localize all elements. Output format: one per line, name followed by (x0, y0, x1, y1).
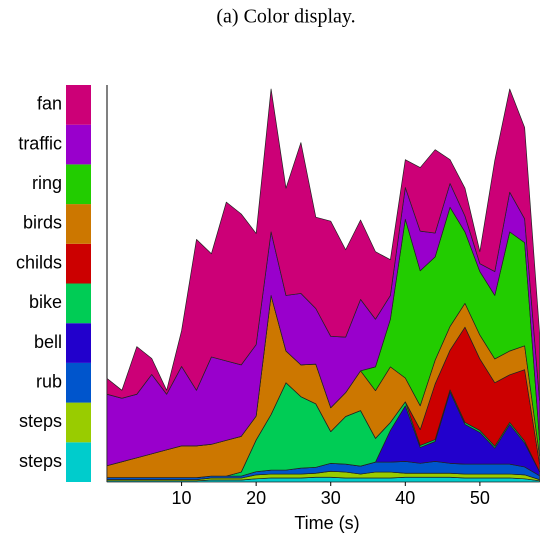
legend-label: bell (34, 332, 62, 352)
area (106, 88, 540, 401)
legend-swatch (66, 124, 91, 165)
legend-label: birds (23, 213, 62, 233)
x-tick-label: 20 (246, 488, 266, 508)
legend-label: steps (19, 411, 62, 431)
legend-swatch (66, 85, 91, 125)
x-tick-label: 10 (172, 488, 192, 508)
legend-swatch (66, 442, 91, 482)
legend-label: fan (37, 94, 62, 114)
x-tick-label: 40 (395, 488, 415, 508)
legend-label: bike (29, 292, 62, 312)
legend-label: traffic (18, 133, 62, 153)
legend-label: childs (16, 252, 62, 272)
x-tick-label: 30 (321, 488, 341, 508)
legend-label: rub (36, 372, 62, 392)
legend-swatch (66, 323, 91, 363)
legend-swatch (66, 243, 91, 284)
legend-label: ring (32, 173, 62, 193)
legend-swatch (66, 362, 91, 403)
x-tick-label: 50 (470, 488, 490, 508)
legend-label: steps (19, 451, 62, 471)
chart-title: (a) Color display. (216, 6, 355, 28)
legend-swatch (66, 402, 91, 443)
legend-swatch (66, 164, 91, 205)
legend-swatch (66, 204, 91, 244)
x-axis-label: Time (s) (294, 513, 359, 533)
legend-swatch (66, 283, 91, 324)
